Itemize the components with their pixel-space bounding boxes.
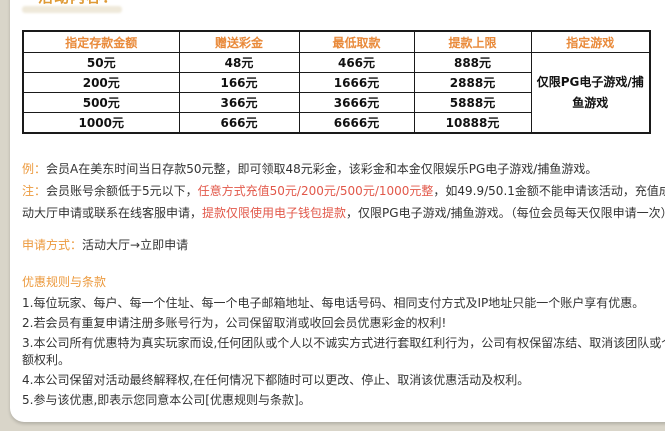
note-text: ，如49.9/50.1金额不能申请该活动，充值成功未娱乐前点击活: [433, 184, 665, 198]
note-highlight-ewallet: 提款仅限使用电子钱包提款: [202, 206, 347, 220]
apply-method-label: 申请方式：: [22, 238, 83, 252]
cell-bonus: 166元: [178, 72, 300, 93]
apply-method-text: 活动大厅→立即申请: [82, 238, 189, 252]
cell-deposit: 500元: [22, 92, 180, 113]
example-text: 会员A在美东时间当日存款50元整，即可领取48元彩金，该彩金和本金仅限娱乐PG电…: [46, 162, 598, 176]
note-paragraph-line1: 注：会员账号余额低于5元以下，任意方式充值50元/200元/500元/1000元…: [22, 184, 665, 199]
cell-deposit: 200元: [22, 72, 180, 93]
apply-method-line: 申请方式：活动大厅→立即申请: [22, 238, 188, 253]
col-header-withdraw-limit: 提款上限: [413, 30, 532, 53]
col-header-bonus: 赠送彩金: [178, 30, 300, 53]
rule-line-2: 2.若会员有重复申请注册多账号行为，公司保留取消或收回会员优惠彩金的权利!: [22, 316, 447, 330]
cell-min-withdraw: 1666元: [298, 72, 415, 93]
rule-line-4: 4.本公司保留对活动最终解释权,在任何情况下都随时可以更改、停止、取消该优惠活动…: [22, 373, 530, 387]
col-header-games: 指定游戏: [530, 30, 651, 53]
cell-withdraw-limit: 5888元: [413, 92, 532, 113]
rule-line-3-cont: 额权利。: [22, 353, 71, 367]
col-header-deposit: 指定存款金额: [22, 30, 180, 53]
rules-heading: 优惠规则与条款: [22, 275, 107, 289]
cell-deposit: 50元: [22, 52, 180, 73]
table-row: 500元 366元 3666元 5888元: [22, 92, 650, 113]
note-highlight-deposit-amounts: 任意方式充值50元/200元/500元/1000元整: [197, 184, 434, 198]
cell-bonus: 48元: [178, 52, 300, 73]
faded-subtitle-remnant: [22, 6, 122, 13]
cell-withdraw-limit: 888元: [413, 52, 532, 73]
col-header-min-withdraw: 最低取款: [298, 30, 415, 53]
rule-line-5: 5.参与该优惠,即表示您同意本公司[优惠规则与条款]。: [22, 393, 311, 407]
table-row: 50元 48元 466元 888元 仅限PG电子游戏/捕鱼游戏: [22, 52, 651, 134]
cell-min-withdraw: 466元: [298, 52, 415, 73]
rule-line-3: 3.本公司所有优惠特为真实玩家而设,任何团队或个人以不诚实方式进行套取红利行为，…: [22, 336, 665, 350]
cell-min-withdraw: 3666元: [298, 92, 415, 113]
note-text: 会员账号余额低于5元以下，: [46, 184, 198, 198]
table-row: 1000元 666元 6666元 10888元: [22, 112, 650, 134]
note-text: ，仅限PG电子游戏/捕鱼游戏。（每位会员每天仅限申请一次）: [346, 206, 665, 220]
cell-withdraw-limit: 10888元: [413, 112, 532, 134]
cell-games-note: 仅限PG电子游戏/捕鱼游戏: [530, 52, 651, 134]
example-paragraph: 例：会员A在美东时间当日存款50元整，即可领取48元彩金，该彩金和本金仅限娱乐P…: [22, 162, 597, 177]
table-header-row: 指定存款金额 赠送彩金 最低取款 提款上限 指定游戏: [22, 30, 651, 53]
cell-deposit: 1000元: [22, 112, 180, 134]
bonus-table: 指定存款金额 赠送彩金 最低取款 提款上限 指定游戏 50元 48元 466元 …: [22, 30, 651, 134]
note-label: 注：: [22, 184, 47, 198]
clipped-page-title: 活动内容：: [38, 0, 118, 7]
note-paragraph-line2: 动大厅申请或联系在线客服申请，提款仅限使用电子钱包提款，仅限PG电子游戏/捕鱼游…: [22, 206, 665, 221]
cell-bonus: 666元: [178, 112, 300, 134]
cell-withdraw-limit: 2888元: [413, 72, 532, 93]
rule-line-1: 1.每位玩家、每户、每一个住址、每一个电子邮箱地址、每电话号码、相同支付方式及I…: [22, 296, 645, 310]
note-text: 动大厅申请或联系在线客服申请，: [22, 206, 203, 220]
example-label: 例：: [22, 162, 47, 176]
cell-min-withdraw: 6666元: [298, 112, 415, 134]
cell-bonus: 366元: [178, 92, 300, 113]
